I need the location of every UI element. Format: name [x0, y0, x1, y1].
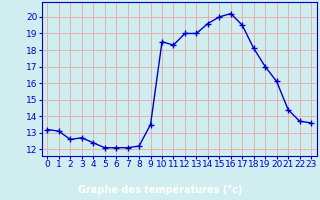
Text: Graphe des températures (°c): Graphe des températures (°c): [78, 184, 242, 195]
